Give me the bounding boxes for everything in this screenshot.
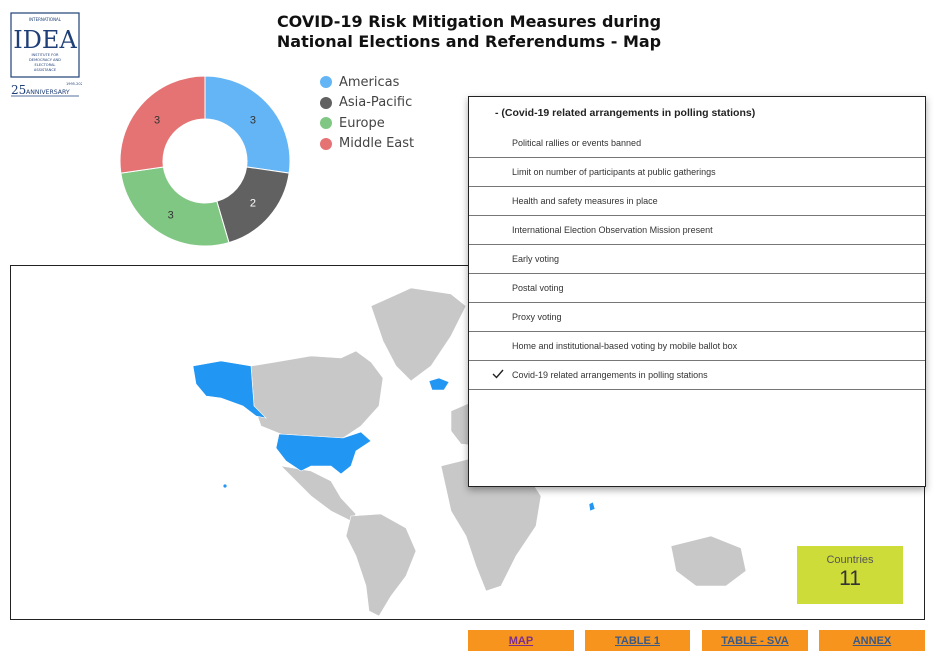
dropdown-option[interactable]: Limit on number of participants at publi… [469,158,925,187]
nav-map-button[interactable]: MAP [468,630,574,651]
svg-text:ASSISTANCE: ASSISTANCE [34,68,57,72]
legend-label: Europe [339,115,385,131]
map-region-australia [670,535,747,587]
map-region-iceland [428,377,450,391]
dropdown-option-label: Covid-19 related arrangements in polling… [512,370,708,380]
dropdown-option-label: Health and safety measures in place [512,196,658,206]
legend-item[interactable]: Americas [320,72,414,93]
countries-scorecard: Countries 11 [797,546,903,604]
dropdown-option[interactable]: Early voting [469,245,925,274]
svg-text:ANNIVERSARY: ANNIVERSARY [26,89,70,96]
svg-text:INTERNATIONAL: INTERNATIONAL [29,17,62,22]
countries-label: Countries [826,554,874,566]
page-title: COVID-19 Risk Mitigation Measures during… [240,12,698,52]
dropdown-option-label: Early voting [512,254,560,264]
international-idea-logo: INTERNATIONAL IDEA INSTITUTE FOR DEMOCRA… [10,12,85,102]
map-region-alaska [192,360,267,419]
page-title-line-2: National Elections and Referendums - Map [276,32,662,51]
donut-slice-label: 3 [168,209,174,221]
legend-item[interactable]: Middle East [320,134,414,155]
dropdown-option[interactable]: Covid-19 related arrangements in polling… [469,361,925,390]
legend-item[interactable]: Asia-Pacific [320,93,414,114]
legend-label: Asia-Pacific [339,95,413,111]
map-region-south-america [345,513,417,617]
map-region-usa [275,431,372,475]
legend-swatch [320,117,332,130]
dropdown-option[interactable]: Home and institutional-based voting by m… [469,332,925,361]
dropdown-option-label: Political rallies or events banned [512,138,642,148]
svg-text:IDEA: IDEA [13,26,77,54]
donut-slice[interactable] [119,75,206,174]
donut-slice-label: 2 [250,198,256,210]
dropdown-option[interactable]: Health and safety measures in place [469,187,925,216]
legend-label: Middle East [339,136,415,152]
countries-count: 11 [839,567,861,590]
chart-legend: Americas Asia-Pacific Europe Middle East [320,72,414,154]
donut-slice[interactable] [120,166,230,247]
svg-text:DEMOCRACY AND: DEMOCRACY AND [29,58,61,62]
legend-label: Americas [339,74,400,90]
donut-slice-label: 3 [250,114,256,126]
page-title-line-1: COVID-19 Risk Mitigation Measures during [276,12,662,31]
dropdown-option-label: Limit on number of participants at publi… [512,167,716,177]
legend-swatch [320,96,332,109]
nav-table-sva-button[interactable]: TABLE - SVA [702,630,808,651]
svg-text:1995-2020: 1995-2020 [66,82,82,86]
donut-slice[interactable] [204,75,291,174]
map-region-mexico [280,465,357,522]
map-region-hawaii [223,484,227,488]
nav-table1-button[interactable]: TABLE 1 [585,630,690,651]
svg-text:25: 25 [11,83,26,97]
legend-item[interactable]: Europe [320,113,414,134]
dropdown-option[interactable]: Political rallies or events banned [469,129,925,158]
map-region-sri-lanka [588,501,596,512]
nav-annex-button[interactable]: ANNEX [819,630,925,651]
dropdown-options: Political rallies or events banned Limit … [469,129,925,390]
region-donut-chart: 3 2 3 3 [119,75,291,247]
legend-swatch [320,137,332,150]
dropdown-option-label: Home and institutional-based voting by m… [512,341,738,351]
donut-slice-label: 3 [154,114,160,126]
dropdown-option-label: Proxy voting [512,312,562,322]
map-region-canada [250,350,384,439]
dropdown-option-label: Postal voting [512,283,564,293]
map-region-greenland [370,287,467,382]
checkmark-icon [492,369,504,379]
dropdown-option[interactable]: International Election Observation Missi… [469,216,925,245]
svg-text:ELECTORAL: ELECTORAL [35,63,56,67]
dropdown-option-label: International Election Observation Missi… [512,225,713,235]
measure-filter-dropdown[interactable]: - (Covid-19 related arrangements in poll… [468,96,926,487]
dropdown-header[interactable]: - (Covid-19 related arrangements in poll… [495,107,756,119]
svg-text:INSTITUTE FOR: INSTITUTE FOR [31,53,59,57]
legend-swatch [320,76,332,89]
dropdown-option[interactable]: Proxy voting [469,303,925,332]
dropdown-option[interactable]: Postal voting [469,274,925,303]
